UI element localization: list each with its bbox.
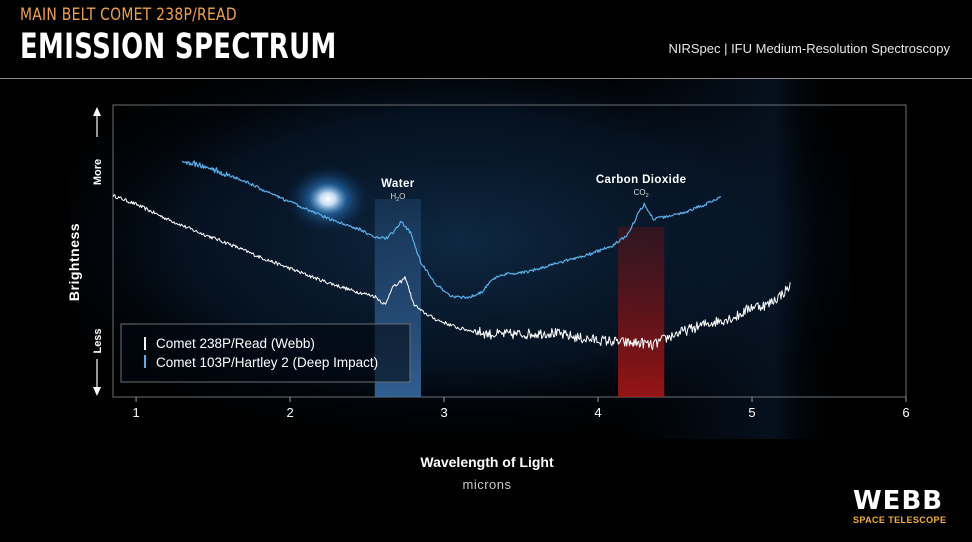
series-layer bbox=[112, 160, 791, 351]
x-axis-unit: microns bbox=[462, 477, 511, 492]
legend-box bbox=[120, 323, 411, 383]
x-tick-label: 2 bbox=[286, 405, 293, 420]
x-axis-title: Wavelength of Light bbox=[420, 454, 554, 470]
y-axis-title: Brightness bbox=[66, 223, 82, 301]
x-tick-label: 4 bbox=[594, 405, 601, 420]
x-axis-ticks: 1 2 3 4 5 6 bbox=[132, 397, 910, 420]
x-tick-label: 3 bbox=[440, 405, 447, 420]
comet-image bbox=[286, 165, 370, 233]
legend-label-103p: Comet 103P/Hartley 2 (Deep Impact) bbox=[156, 355, 378, 370]
x-tick-label: 5 bbox=[748, 405, 755, 420]
logo-wordmark: WEBB bbox=[853, 486, 944, 516]
logo-subtitle: SPACE TELESCOPE bbox=[853, 515, 947, 525]
spectrum-chart: Water H2O Carbon Dioxide CO2 1 2 3 4 5 6 Wavelen… bbox=[66, 79, 910, 492]
x-tick-label: 1 bbox=[132, 405, 139, 420]
header-divider bbox=[0, 78, 972, 79]
band-formula-water: H2O bbox=[390, 192, 405, 203]
arrow-up-icon bbox=[93, 107, 101, 116]
band-labels: Water H2O Carbon Dioxide CO2 bbox=[381, 174, 686, 203]
page-title: EMISSION SPECTRUM bbox=[20, 27, 337, 67]
y-axis-annotation: Brightness More Less bbox=[66, 107, 104, 396]
arrow-down-icon bbox=[93, 387, 101, 396]
instrument-label: NIRSpec | IFU Medium-Resolution Spectros… bbox=[668, 41, 950, 56]
band-label-co2: Carbon Dioxide bbox=[596, 174, 687, 186]
header: MAIN BELT COMET 238P/READ EMISSION SPECT… bbox=[0, 0, 972, 78]
series-line-238p bbox=[112, 194, 791, 351]
y-more-label: More bbox=[92, 159, 104, 185]
x-tick-label: 6 bbox=[902, 405, 909, 420]
legend-label-238p: Comet 238P/Read (Webb) bbox=[156, 336, 315, 351]
y-less-label: Less bbox=[92, 328, 104, 353]
legend: Comet 238P/Read (Webb) Comet 103P/Hartle… bbox=[120, 323, 411, 383]
band-co2 bbox=[618, 227, 665, 397]
supertitle: MAIN BELT COMET 238P/READ bbox=[20, 5, 237, 25]
band-formula-co2: CO2 bbox=[634, 188, 649, 199]
series-line-103p bbox=[181, 160, 722, 300]
band-label-water: Water bbox=[381, 178, 415, 190]
plot-frame bbox=[112, 104, 907, 398]
webb-logo: WEBB SPACE TELESCOPE bbox=[853, 488, 946, 525]
